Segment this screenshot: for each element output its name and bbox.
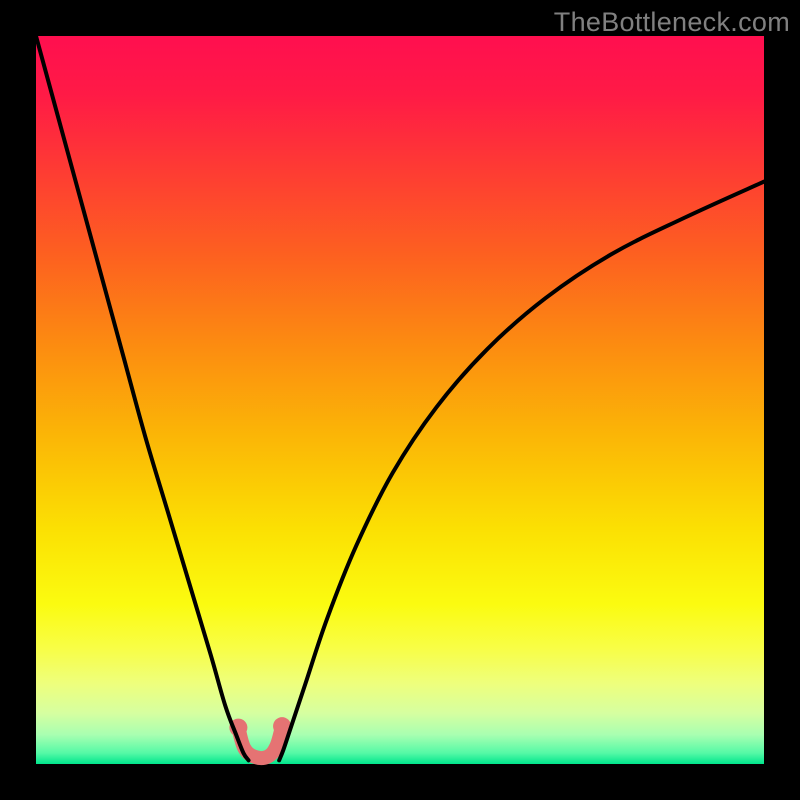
watermark-label: TheBottleneck.com [554,7,790,38]
canvas-frame: TheBottleneck.com [0,0,800,800]
curve-right [279,182,764,761]
curve-left [36,36,249,760]
plot-area [36,36,764,764]
chart-svg [36,36,764,764]
